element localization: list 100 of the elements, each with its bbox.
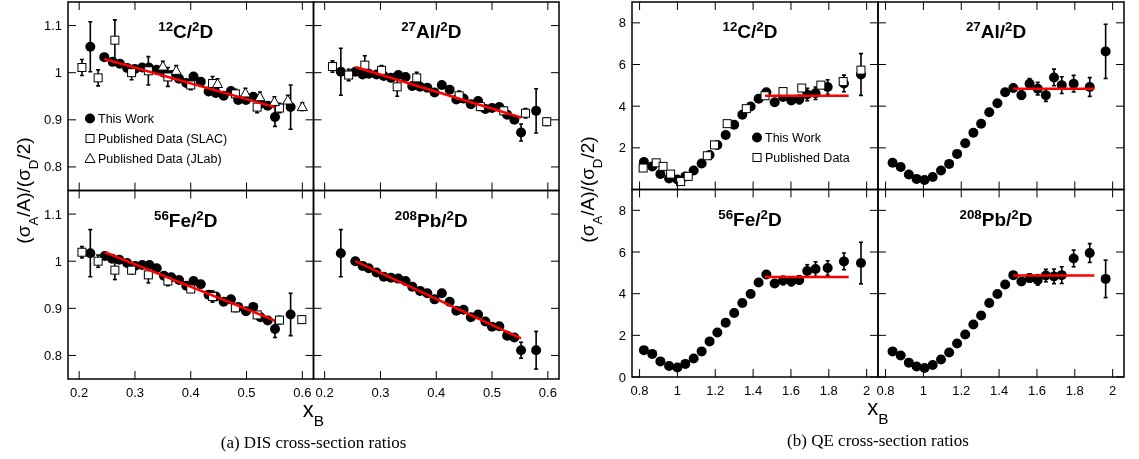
x-tick-label: 0.6 (538, 385, 557, 400)
point (360, 60, 370, 70)
point (952, 148, 963, 159)
point (436, 79, 447, 90)
x-axis-title: x$_{B}$ (302, 397, 325, 429)
y-tick-label: 2 (618, 140, 626, 156)
y-tick-label: 0.9 (43, 300, 62, 316)
point (919, 174, 930, 185)
text: $^{56}$Fe/$^{2}$D (154, 207, 218, 231)
y-tick-label: 1 (54, 253, 62, 269)
legend-label: Published Data (765, 151, 850, 165)
x-tick-label: 0.2 (70, 385, 89, 400)
point (704, 336, 715, 347)
point (838, 256, 849, 267)
point (968, 319, 979, 330)
point (797, 83, 807, 93)
point (655, 356, 666, 367)
x-tick-label: 2 (1109, 383, 1117, 398)
legend-label: Published Data (JLab) (98, 152, 222, 166)
point (1100, 273, 1111, 284)
point (1000, 87, 1011, 98)
point (1000, 279, 1011, 290)
point (895, 350, 906, 361)
point (944, 347, 955, 358)
point (984, 298, 995, 309)
point (436, 288, 447, 299)
point (856, 65, 866, 75)
x-tick-label: 1 (673, 383, 682, 398)
legend-label: This Work (98, 112, 155, 126)
x-tick-label: 0.5 (237, 385, 256, 400)
point (143, 270, 153, 280)
x-axis-title: x$_{B}$ (867, 395, 889, 427)
point (903, 169, 914, 180)
point (680, 358, 691, 369)
x-tick-label: 0.4 (427, 385, 446, 400)
point (638, 163, 648, 173)
point (745, 289, 756, 300)
point (638, 345, 649, 356)
point (753, 277, 764, 288)
point (77, 63, 87, 72)
point (531, 105, 542, 116)
x-tick-label: 2 (863, 383, 871, 398)
legend-label: Published Data (SLAC) (98, 132, 228, 146)
point (688, 353, 699, 364)
x-tick-label: 1 (919, 383, 928, 398)
point (737, 298, 748, 309)
point (85, 41, 96, 52)
y-tick-label: 1.1 (43, 206, 62, 222)
point (658, 161, 668, 171)
y-tick-label: 4 (618, 286, 626, 302)
text: $^{208}$Pb/$^{2}$D (959, 206, 1033, 230)
y-tick-label: 6 (618, 244, 626, 260)
x-tick-label: 1.8 (1065, 383, 1084, 398)
point (516, 345, 527, 356)
x-tick-label: 0.5 (483, 385, 502, 400)
point (647, 348, 658, 359)
point (696, 158, 707, 169)
point (444, 84, 455, 95)
x-tick-label: 0.4 (181, 385, 200, 400)
point (664, 360, 675, 371)
point (927, 172, 938, 182)
point (1100, 46, 1111, 57)
point (696, 346, 707, 357)
point (903, 357, 914, 368)
point (270, 111, 280, 122)
x-tick-label: 1.4 (990, 383, 1009, 398)
point (976, 310, 987, 321)
point (769, 97, 780, 108)
text: $^{56}$Fe/$^{2}$D (718, 206, 782, 230)
point (816, 80, 826, 90)
x-tick-label: 1.4 (744, 383, 763, 398)
y-tick-label: 8 (618, 202, 626, 218)
text: $^{27}$Al/$^{2}$D (965, 18, 1027, 42)
text: $^{12}$C/$^{2}$D (722, 18, 778, 42)
point (741, 104, 751, 114)
point (1016, 276, 1027, 287)
point (170, 64, 182, 75)
point (127, 265, 137, 275)
point (270, 324, 280, 335)
y-tick-label: 1 (54, 65, 62, 81)
text: $^{12}$C/$^{2}$D (158, 18, 214, 42)
point (976, 118, 987, 129)
point (93, 73, 103, 83)
point (992, 98, 1003, 109)
point (392, 82, 402, 92)
point (1048, 72, 1059, 83)
point (1068, 253, 1079, 264)
point (666, 169, 676, 179)
point (887, 157, 898, 168)
y-tick-label: 0 (618, 369, 626, 385)
point (927, 359, 938, 370)
point (531, 345, 542, 356)
point (722, 119, 732, 129)
point (960, 138, 971, 149)
text: $^{27}$Al/$^{2}$D (401, 18, 462, 42)
x-tick-label: 0.3 (371, 385, 390, 400)
point (769, 278, 780, 289)
point (960, 329, 971, 340)
text: $^{208}$Pb/$^{2}$D (394, 207, 468, 231)
point (729, 308, 740, 319)
